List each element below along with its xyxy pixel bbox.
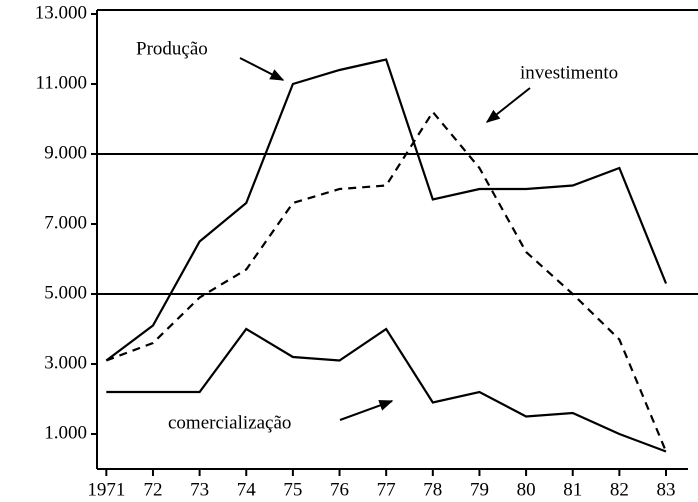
series-line <box>106 327 667 453</box>
x-tick-label: 78 <box>423 479 442 500</box>
series-label: Produção <box>136 38 208 59</box>
x-tick-label: 1971 <box>87 479 125 500</box>
x-tick-label: 73 <box>190 479 209 500</box>
series-line <box>105 58 668 362</box>
y-tick-label: 11.000 <box>35 72 87 93</box>
series-label: investimento <box>520 62 618 83</box>
y-tick-label: 13.000 <box>35 2 87 23</box>
y-tick-label: 7.000 <box>44 212 87 233</box>
series-label: comercialização <box>168 412 291 433</box>
arrow <box>485 87 531 123</box>
y-tick-label: 3.000 <box>44 352 87 373</box>
x-tick-label: 74 <box>237 479 257 500</box>
x-tick-label: 80 <box>517 479 536 500</box>
x-tick-label: 81 <box>563 479 582 500</box>
x-tick-label: 72 <box>143 479 162 500</box>
series-line <box>105 110 668 452</box>
x-tick-label: 82 <box>610 479 629 500</box>
x-tick-label: 83 <box>657 479 676 500</box>
arrow <box>339 400 394 421</box>
y-tick-label: 5.000 <box>44 282 87 303</box>
x-tick-label: 79 <box>470 479 489 500</box>
x-tick-label: 76 <box>330 479 349 500</box>
y-tick-label: 9.000 <box>44 142 87 163</box>
arrow <box>239 57 285 81</box>
x-tick-label: 75 <box>283 479 302 500</box>
y-tick-label: 1.000 <box>44 422 87 443</box>
x-tick-label: 77 <box>377 479 396 500</box>
